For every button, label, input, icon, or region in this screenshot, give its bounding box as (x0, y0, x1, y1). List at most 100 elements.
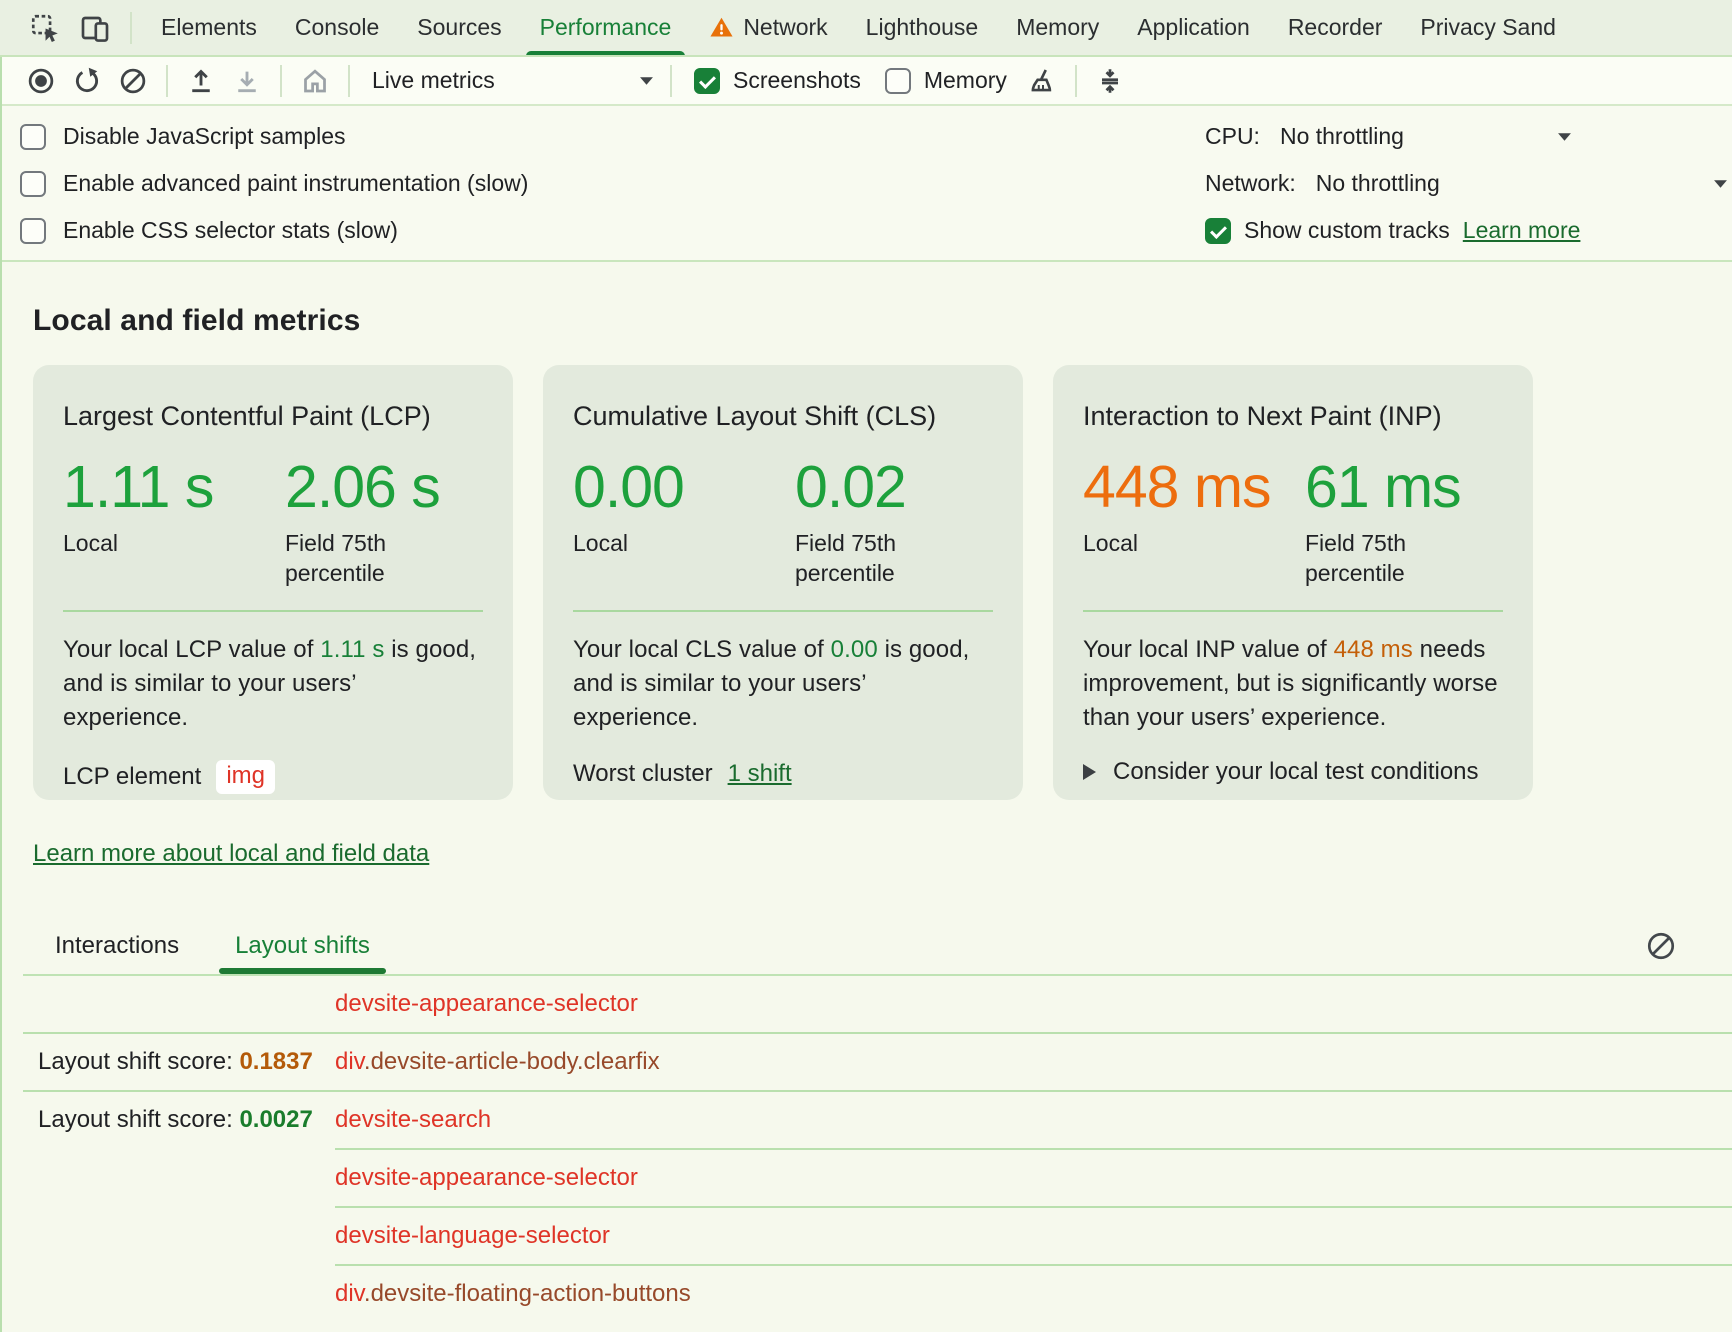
panel-left-border (0, 57, 2, 1332)
inp-description: Your local INP value of 448 ms needs imp… (1083, 635, 1498, 731)
screenshots-toggle[interactable]: Screenshots (694, 67, 861, 94)
divider (166, 64, 168, 97)
table-row[interactable]: devsite-language-selector (33, 1208, 1732, 1264)
network-throttling-select[interactable]: Network: No throttling (1205, 160, 1732, 207)
cls-field-value: 0.02 (795, 454, 907, 520)
card-divider (1083, 609, 1503, 612)
tab-label: Memory (1016, 14, 1100, 40)
tab-performance[interactable]: Performance (521, 0, 691, 55)
cpu-throttling-select[interactable]: CPU: No throttling (1205, 113, 1732, 160)
capture-settings: Disable JavaScript samples Enable advanc… (0, 106, 1732, 262)
tab-interactions[interactable]: Interactions (55, 932, 180, 959)
card-title: Cumulative Layout Shift (CLS) (573, 401, 937, 431)
tab-lighthouse[interactable]: Lighthouse (847, 0, 998, 55)
advanced-paint-option[interactable]: Enable advanced paint instrumentation (s… (20, 160, 1732, 207)
card-title: Largest Contentful Paint (LCP) (63, 401, 431, 431)
tab-label: Recorder (1287, 14, 1383, 40)
expand-triangle-icon (1083, 763, 1096, 780)
upload-profile-icon[interactable] (183, 63, 219, 99)
cpu-label: CPU: (1205, 123, 1260, 149)
learn-more-field-data-link[interactable]: Learn more about local and field data (33, 840, 430, 867)
node-link[interactable]: devsite-appearance-selector (335, 1164, 638, 1191)
node-link[interactable]: devsite-appearance-selector (335, 990, 638, 1017)
advanced-paint-checkbox[interactable] (20, 170, 46, 197)
local-test-conditions-expando[interactable]: Consider your local test conditions (1083, 758, 1503, 786)
show-custom-tracks-option[interactable]: Show custom tracks Learn more (1205, 207, 1732, 254)
option-label: Enable CSS selector stats (slow) (63, 217, 398, 243)
record-button[interactable] (23, 63, 59, 99)
devtools-tabbar: Elements Console Sources Performance Net… (0, 0, 1732, 57)
log-tabbar: Interactions Layout shifts (33, 930, 1732, 974)
node-link[interactable]: devsite-search (335, 1106, 492, 1133)
device-toolbar-icon[interactable] (78, 11, 112, 45)
card-divider (63, 609, 483, 612)
clear-button[interactable] (115, 63, 151, 99)
worst-cluster-link[interactable]: 1 shift (727, 759, 792, 787)
home-icon[interactable] (297, 63, 333, 99)
screenshots-checkbox[interactable] (694, 67, 720, 94)
inp-field-value: 61 ms (1305, 454, 1462, 520)
tab-label: Elements (161, 14, 257, 40)
disable-js-samples-checkbox[interactable] (20, 123, 46, 150)
screenshots-label: Screenshots (733, 67, 861, 93)
custom-tracks-checkbox[interactable] (1205, 217, 1231, 244)
memory-toggle[interactable]: Memory (884, 67, 1007, 94)
throttling-column: CPU: No throttling Network: No throttlin… (1205, 113, 1732, 254)
learn-more-link[interactable]: Learn more (1462, 217, 1581, 243)
panel-mode-value: Live metrics (372, 67, 495, 93)
table-row[interactable]: Layout shift score: 0.1837 div.devsite-a… (38, 1048, 660, 1075)
inp-card: Interaction to Next Paint (INP) 448 ms L… (1053, 365, 1533, 800)
node-link[interactable]: devsite-language-selector (335, 1222, 610, 1249)
worst-cluster-label: Worst cluster (573, 759, 713, 787)
cpu-value: No throttling (1279, 123, 1404, 149)
table-row[interactable]: Layout shift score: 0.0027 devsite-searc… (38, 1106, 492, 1133)
download-profile-icon[interactable] (229, 63, 265, 99)
css-selector-stats-option[interactable]: Enable CSS selector stats (slow) (20, 207, 1732, 254)
lcp-element-label: LCP element (63, 762, 202, 790)
chevron-down-icon (1713, 179, 1728, 189)
node-link[interactable]: div.devsite-floating-action-buttons (335, 1280, 691, 1307)
tab-console[interactable]: Console (276, 0, 398, 55)
row-divider (335, 1264, 1732, 1266)
inspect-element-icon[interactable] (28, 11, 62, 45)
warning-icon (709, 15, 734, 40)
live-metrics-view: Local and field metrics Largest Contentf… (0, 304, 1732, 1322)
custom-tracks-label: Show custom tracks (1244, 217, 1450, 243)
clear-log-icon[interactable] (1645, 930, 1677, 962)
network-label: Network: (1205, 170, 1296, 196)
table-row[interactable]: devsite-appearance-selector (33, 976, 1732, 1032)
divider (280, 64, 282, 97)
tab-layout-shifts[interactable]: Layout shifts (219, 932, 386, 974)
node-link[interactable]: div.devsite-article-body.clearfix (335, 1048, 660, 1075)
tab-privacy-sandbox[interactable]: Privacy Sand (1401, 0, 1575, 55)
field-label: Field 75th percentile (285, 529, 387, 586)
tab-memory[interactable]: Memory (997, 0, 1118, 55)
table-row[interactable]: div.devsite-floating-action-buttons (33, 1266, 1732, 1322)
lcp-element-node-link[interactable]: img (216, 759, 275, 795)
memory-checkbox[interactable] (884, 67, 911, 94)
tab-label: Performance (539, 14, 672, 40)
tab-application[interactable]: Application (1118, 0, 1269, 55)
cls-card: Cumulative Layout Shift (CLS) 0.00 Local… (543, 365, 1023, 800)
panel-mode-select[interactable]: Live metrics (372, 67, 654, 94)
lcp-description: Your local LCP value of 1.11 s is good, … (63, 635, 477, 731)
cls-description: Your local CLS value of 0.00 is good, an… (573, 635, 970, 731)
divider (348, 64, 350, 97)
tab-network[interactable]: Network (690, 0, 846, 55)
row-divider (23, 1032, 1732, 1034)
page-title: Local and field metrics (33, 304, 361, 337)
record-and-reload-button[interactable] (69, 63, 105, 99)
garbage-collect-brush-icon[interactable] (1024, 63, 1060, 99)
collapse-panel-icon[interactable] (1092, 63, 1128, 99)
css-selector-stats-checkbox[interactable] (20, 217, 46, 244)
tab-elements[interactable]: Elements (142, 0, 276, 55)
local-label: Local (1083, 529, 1138, 556)
tab-sources[interactable]: Sources (398, 0, 520, 55)
disable-js-samples-option[interactable]: Disable JavaScript samples (20, 113, 1732, 160)
log-tab-baseline (23, 974, 1732, 976)
memory-label: Memory (923, 67, 1007, 93)
tab-recorder[interactable]: Recorder (1269, 0, 1402, 55)
lcp-card: Largest Contentful Paint (LCP) 1.11 s Lo… (33, 365, 513, 800)
table-row[interactable]: devsite-appearance-selector (33, 1150, 1732, 1206)
option-label: Disable JavaScript samples (63, 123, 346, 149)
